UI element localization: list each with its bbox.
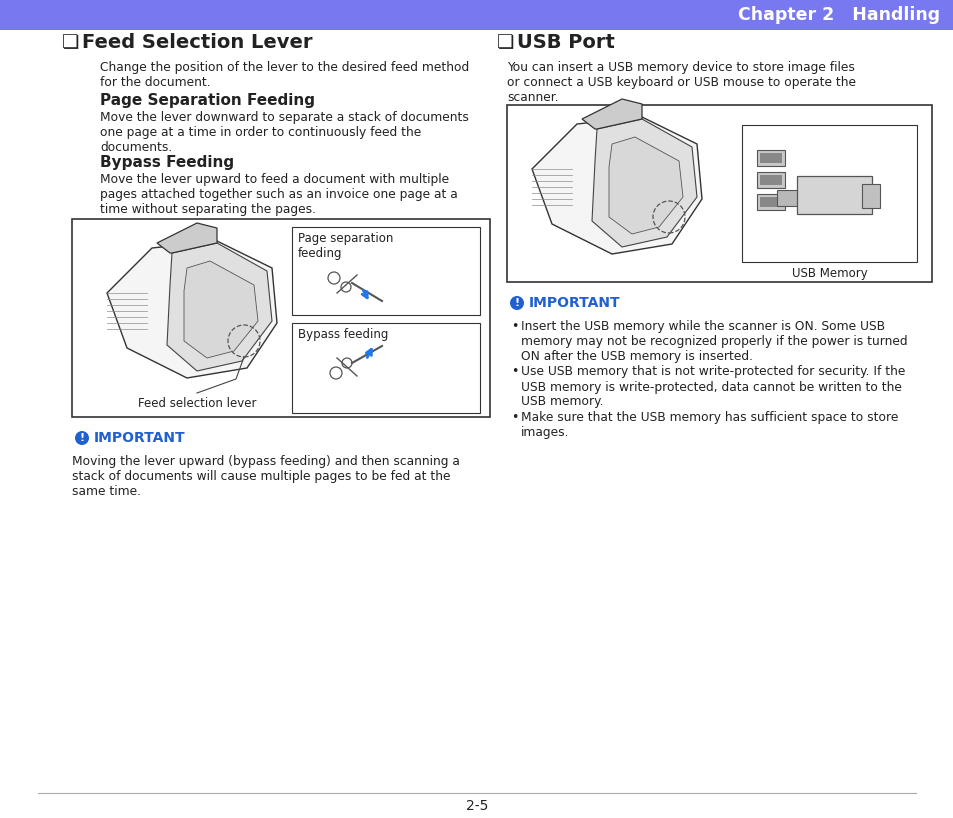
Text: You can insert a USB memory device to store image files
or connect a USB keyboar: You can insert a USB memory device to st… <box>506 61 855 104</box>
Text: IMPORTANT: IMPORTANT <box>94 431 186 445</box>
Text: Page Separation Feeding: Page Separation Feeding <box>100 93 314 108</box>
Bar <box>71 219 490 417</box>
Text: Moving the lever upward (bypass feeding) and then scanning a
stack of documents : Moving the lever upward (bypass feeding)… <box>71 455 459 498</box>
Bar <box>760 197 781 207</box>
Circle shape <box>510 296 523 310</box>
Bar <box>292 227 479 315</box>
Text: Make sure that the USB memory has sufficient space to store
images.: Make sure that the USB memory has suffic… <box>520 411 898 439</box>
Text: Page separation
feeding: Page separation feeding <box>297 232 393 260</box>
Polygon shape <box>592 119 697 247</box>
Bar <box>0 0 953 30</box>
Bar <box>757 150 784 166</box>
Circle shape <box>330 367 341 379</box>
Circle shape <box>341 358 352 368</box>
Text: Change the position of the lever to the desired feed method
for the document.: Change the position of the lever to the … <box>100 61 469 89</box>
Bar <box>760 175 781 185</box>
Bar <box>757 194 784 210</box>
Text: •: • <box>511 366 517 379</box>
Polygon shape <box>167 243 272 371</box>
Polygon shape <box>157 223 216 253</box>
Text: IMPORTANT: IMPORTANT <box>529 296 620 310</box>
Bar <box>776 190 799 206</box>
Bar <box>292 323 479 413</box>
Text: Chapter 2   Handling: Chapter 2 Handling <box>737 6 939 24</box>
Bar <box>506 105 931 282</box>
Text: •: • <box>511 320 517 333</box>
Text: Bypass Feeding: Bypass Feeding <box>100 155 233 170</box>
Circle shape <box>340 282 351 292</box>
Bar <box>862 184 879 208</box>
Bar <box>757 172 784 188</box>
Text: Feed selection lever: Feed selection lever <box>137 397 256 410</box>
Text: Move the lever upward to feed a document with multiple
pages attached together s: Move the lever upward to feed a document… <box>100 173 457 216</box>
Text: Use USB memory that is not write-protected for security. If the
USB memory is wr: Use USB memory that is not write-protect… <box>520 366 904 408</box>
Bar <box>741 125 916 262</box>
Polygon shape <box>532 117 701 254</box>
Bar <box>796 176 871 214</box>
Text: !: ! <box>79 433 85 443</box>
Polygon shape <box>107 241 276 378</box>
Text: 2-5: 2-5 <box>465 799 488 813</box>
Text: Move the lever downward to separate a stack of documents
one page at a time in o: Move the lever downward to separate a st… <box>100 111 468 154</box>
Polygon shape <box>581 99 641 129</box>
Circle shape <box>75 431 89 445</box>
Polygon shape <box>184 261 257 358</box>
Polygon shape <box>608 137 682 234</box>
Text: USB Memory: USB Memory <box>791 267 866 280</box>
Text: ❏: ❏ <box>62 33 79 52</box>
Text: USB Port: USB Port <box>517 33 615 52</box>
Text: Bypass feeding: Bypass feeding <box>297 328 388 341</box>
Text: Insert the USB memory while the scanner is ON. Some USB
memory may not be recogn: Insert the USB memory while the scanner … <box>520 320 906 363</box>
Text: Feed Selection Lever: Feed Selection Lever <box>82 33 313 52</box>
Text: •: • <box>511 411 517 424</box>
Text: !: ! <box>514 298 519 308</box>
Text: ❏: ❏ <box>497 33 514 52</box>
Bar <box>760 153 781 163</box>
Circle shape <box>328 272 339 284</box>
